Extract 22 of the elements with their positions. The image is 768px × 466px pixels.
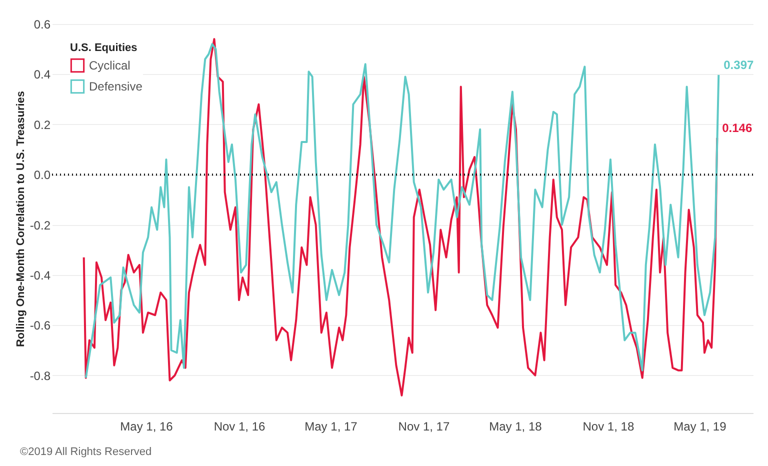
x-tick-label: Nov 1, 17 bbox=[398, 420, 450, 434]
x-tick-label: Nov 1, 18 bbox=[582, 420, 634, 434]
y-tick-label: -0.6 bbox=[30, 318, 51, 333]
y-tick-label: 0.4 bbox=[34, 68, 51, 82]
legend-label: Cyclical bbox=[89, 58, 130, 72]
y-tick-label: -0.2 bbox=[30, 218, 51, 232]
data-label: 0.397 bbox=[724, 58, 754, 72]
y-axis-title: Rolling One-Month Correlation to U.S. Treasuries bbox=[14, 90, 27, 348]
legend-label: Defensive bbox=[89, 80, 143, 94]
x-tick-label: May 1, 16 bbox=[120, 420, 174, 434]
y-tick-label: 0.0 bbox=[34, 168, 51, 182]
y-tick-label: -0.4 bbox=[30, 268, 51, 282]
x-tick-label: May 1, 19 bbox=[674, 420, 727, 434]
y-tick-label: 0.2 bbox=[34, 118, 51, 132]
x-tick-label: May 1, 17 bbox=[304, 420, 358, 434]
x-tick-label: May 1, 18 bbox=[489, 420, 542, 434]
y-tick-label: 0.6 bbox=[34, 18, 51, 32]
x-tick-label: Nov 1, 16 bbox=[214, 420, 266, 434]
text: ©2019 All Rights Reserved bbox=[20, 446, 152, 458]
y-tick-label: -0.8 bbox=[30, 368, 51, 383]
data-label: 0.146 bbox=[722, 120, 752, 135]
legend-title: U.S. Equities bbox=[70, 42, 138, 54]
